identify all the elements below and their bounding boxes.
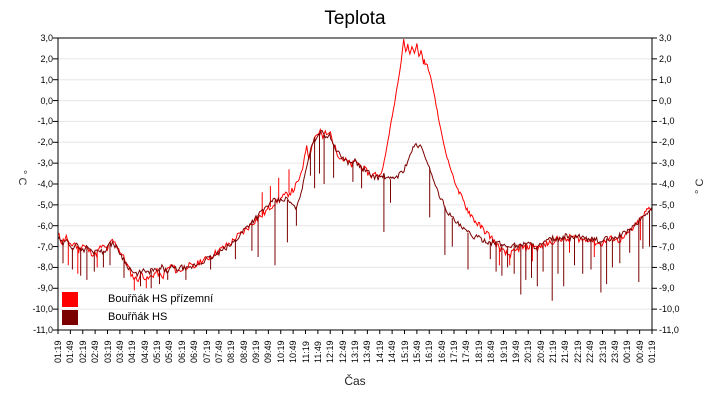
series-line-1 (57, 129, 653, 278)
y-tick-label-right: -1,0 (659, 116, 675, 127)
y-tick-label-right: 2,0 (659, 53, 672, 64)
y-tick-label-left: -6,0 (37, 220, 53, 231)
x-axis-title: Čas (344, 374, 366, 388)
y-tick-label-right: -11,0 (659, 325, 679, 335)
y-tick-label-right: -6,0 (659, 220, 675, 231)
series-line-0 (57, 39, 653, 282)
series-spikes-1 (62, 132, 650, 301)
y-tick-label-right: 1,0 (659, 74, 672, 85)
chart-title: Teplota (324, 8, 386, 29)
y-tick-label-left: -3,0 (37, 158, 53, 169)
y-tick-label-left: 0,0 (40, 95, 53, 106)
y-tick-label-left: -11,0 (33, 325, 53, 335)
y-tick-label-left: 2,0 (40, 53, 53, 64)
y-tick-label-left: -4,0 (37, 179, 53, 189)
y-tick-label-right: -2,0 (659, 137, 675, 148)
y-tick-label-left: 1,0 (40, 74, 53, 85)
y-tick-label-right: -9,0 (659, 283, 675, 294)
y-tick-label-left: -7,0 (37, 241, 53, 252)
y-tick-label-left: -10,0 (32, 304, 53, 315)
y-tick-label-right: -8,0 (659, 262, 675, 273)
y-tick-label-left: -2,0 (37, 137, 53, 148)
y-tick-label-left: -9,0 (37, 283, 53, 294)
y-tick-label-right: 3,0 (659, 33, 672, 43)
legend-swatch-prizemni (62, 292, 78, 307)
y-tick-label-left: -8,0 (37, 262, 53, 273)
y-tick-label-right: 0,0 (659, 95, 672, 106)
y-tick-label-left: 3,0 (40, 33, 53, 43)
y-tick-label-left: -1,0 (37, 116, 53, 127)
legend-label-prizemni: Bouřňák HS přízemní (108, 293, 214, 305)
y-tick-label-right: -5,0 (659, 199, 675, 210)
y-tick-label-left: -5,0 (37, 199, 53, 210)
y-tick-label-right: -10,0 (659, 304, 680, 315)
y-tick-label-right: -7,0 (659, 241, 675, 252)
y-tick-label-right: -3,0 (659, 158, 675, 169)
series-spikes-0 (67, 169, 641, 291)
legend-label-hs: Bouřňák HS (108, 311, 168, 323)
legend-swatch-hs (62, 310, 78, 325)
y-tick-label-right: -4,0 (659, 179, 675, 189)
